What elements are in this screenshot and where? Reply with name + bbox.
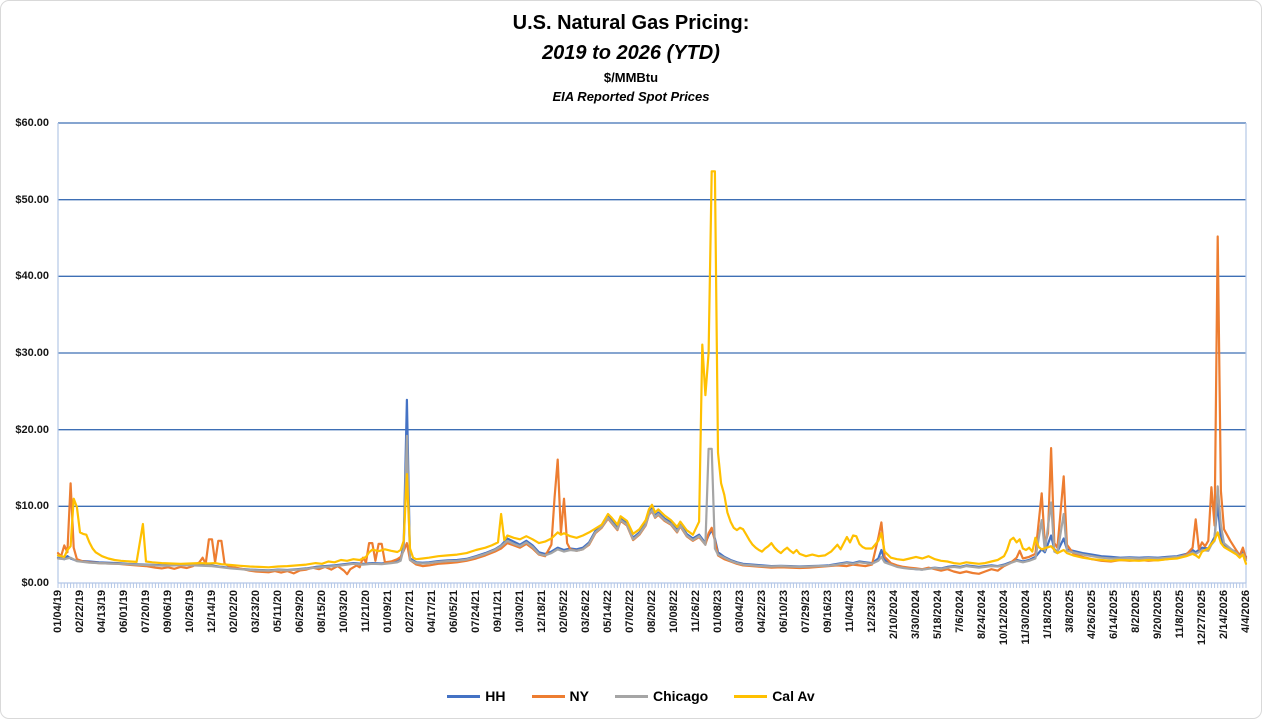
x-axis-tick-label: 06/10/23: [778, 590, 790, 633]
x-axis-tick-label: 1/18/2025: [1042, 590, 1054, 639]
x-axis-tick-label: 11/26/22: [690, 590, 702, 633]
legend-label-cal-av: Cal Av: [772, 688, 815, 704]
legend-item-hh: HH: [447, 688, 506, 704]
x-axis-tick-label: 03/04/23: [734, 590, 746, 633]
chart-subtitle-years: 2019 to 2026 (YTD): [542, 42, 720, 64]
chart-units-label: $/MMBtu: [603, 70, 659, 85]
x-axis-tick-label: 03/23/20: [250, 590, 262, 633]
x-axis-tick-label: 09/11/21: [492, 590, 504, 633]
x-axis-tick-label: 03/26/22: [580, 590, 592, 633]
x-axis-tick-label: 05/14/22: [602, 590, 614, 633]
x-axis-tick-label: 9/20/2025: [1152, 590, 1164, 639]
x-axis-tick-label: 04/17/21: [426, 590, 438, 633]
y-axis-tick-label: $60.00: [15, 117, 49, 129]
legend-item-cal-av: Cal Av: [734, 688, 815, 704]
series-line-cal-av: [56, 170, 1248, 569]
x-axis-tick-label: 02/22/19: [74, 590, 86, 633]
hh-line-swatch: [447, 694, 481, 698]
x-axis-tick-label: 11/21/20: [360, 590, 372, 633]
y-axis-tick-label: $10.00: [15, 500, 49, 513]
legend-label-hh: HH: [485, 688, 506, 704]
x-axis-tick-label: 08/20/22: [646, 590, 658, 633]
legend-item-ny: NY: [531, 688, 589, 704]
x-axis-tick-label: 10/03/20: [338, 590, 350, 633]
chart-legend: HH NY Chicago Cal Av: [1, 688, 1261, 704]
x-axis-tick-label: 7/6/2024: [954, 590, 966, 633]
x-axis-tick-label: 07/29/23: [800, 590, 812, 633]
chart-title-block: U.S. Natural Gas Pricing: 2019 to 2026 (…: [1, 12, 1261, 105]
chart-source-label: EIA Reported Spot Prices: [552, 88, 710, 104]
x-axis-tick-label: 10/26/19: [184, 590, 196, 633]
x-axis-tick-label: 2/14/2026: [1218, 590, 1230, 639]
series-line-chicago: [56, 434, 1248, 572]
x-axis-tick-label: 11/04/23: [844, 590, 856, 633]
x-axis-tick-label: 10/12/2024: [998, 590, 1010, 646]
x-axis-tick-label: 4/26/2025: [1086, 590, 1098, 639]
x-axis-tick-label: 06/01/19: [118, 590, 130, 633]
x-axis-tick-label: 07/20/19: [140, 590, 152, 633]
y-axis-tick-label: $50.00: [15, 193, 49, 206]
x-axis-tick-label: 02/27/21: [404, 590, 416, 633]
y-axis-tick-label: $40.00: [15, 270, 49, 283]
x-axis-tick-label: 8/2/2025: [1130, 590, 1142, 633]
y-axis-tick-label: $30.00: [15, 347, 49, 359]
x-axis-tick-label: 8/24/2024: [976, 590, 988, 639]
x-axis-tick-label: 3/8/2025: [1064, 590, 1076, 633]
x-axis-tick-label: 09/06/19: [162, 590, 174, 633]
x-axis-tick-label: 12/14/19: [206, 590, 218, 633]
x-axis-tick-label: 10/30/21: [514, 590, 526, 633]
x-axis-tick-label: 05/11/20: [272, 590, 284, 633]
x-axis-tick-label: 06/05/21: [448, 590, 460, 633]
x-axis-tick-label: 04/22/23: [756, 590, 768, 633]
x-axis-tick-label: 2/10/2024: [888, 590, 900, 639]
x-axis-tick-label: 04/13/19: [96, 590, 108, 633]
ny-line-swatch: [531, 694, 565, 698]
x-axis-tick-label: 3/30/2024: [910, 590, 922, 639]
legend-label-chicago: Chicago: [652, 688, 709, 704]
x-axis-tick-label: 01/09/21: [382, 590, 394, 633]
x-axis-tick-label: 02/05/22: [558, 590, 570, 633]
legend-item-chicago: Chicago: [614, 688, 709, 704]
x-axis-tick-label: 01/08/23: [712, 590, 724, 633]
x-axis-tick-label: 6/14/2025: [1108, 590, 1120, 639]
chicago-line-swatch: [614, 694, 648, 698]
y-axis-labels: $0.00 $10.00 $20.00 $30.00 $40.00 $50.00 $60.0…: [1, 1, 49, 601]
x-axis-tick-label: 07/02/22: [624, 590, 636, 633]
x-axis-tick-label: 5/18/2024: [932, 590, 944, 639]
x-axis-tick-label: 12/23/23: [866, 590, 878, 633]
x-axis-tick-label: 11/30/2024: [1020, 590, 1032, 645]
x-axis-tick-label: 09/16/23: [822, 590, 834, 633]
y-axis-tick-label: $0.00: [21, 577, 49, 589]
y-axis-tick-label: $20.00: [15, 423, 49, 436]
x-axis-tick-label: 02/02/20: [228, 590, 240, 633]
x-axis-tick-label: 08/15/20: [316, 590, 328, 633]
legend-label-ny: NY: [569, 688, 589, 704]
cal-av-line-swatch: [734, 694, 768, 698]
x-axis-tick-label: 11/8/2025: [1174, 590, 1186, 639]
x-axis-tick-label: 4/4/2026: [1240, 590, 1252, 633]
x-axis-tick-label: 12/27/2025: [1196, 590, 1208, 646]
chart-title: U.S. Natural Gas Pricing:: [512, 12, 750, 34]
x-axis-tick-label: 12/18/21: [536, 590, 548, 633]
x-axis-tick-label: 07/24/21: [470, 590, 482, 633]
x-axis-tick-label: 01/04/19: [52, 590, 64, 633]
x-axis-tick-label: 06/29/20: [294, 590, 306, 633]
x-axis-tick-label: 10/08/22: [668, 590, 680, 633]
